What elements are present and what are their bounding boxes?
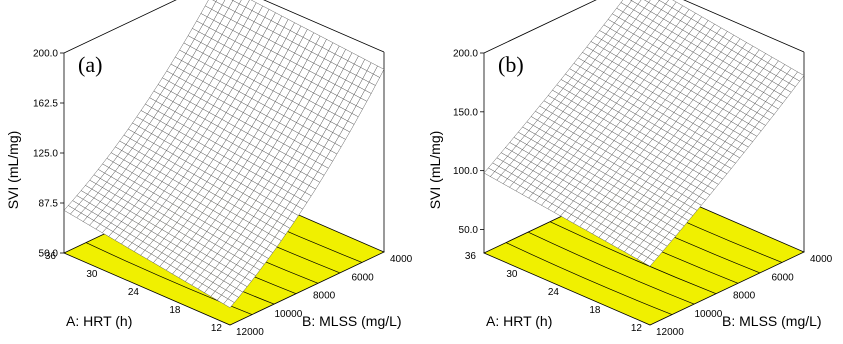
x-tick-label: 12 [211, 323, 223, 334]
z-tick-label: 150.0 [453, 107, 478, 118]
x-axis-title: A: HRT (h) [486, 313, 552, 329]
y-axis-title: B: MLSS (mg/L) [722, 313, 822, 329]
x-tick-label: 24 [548, 287, 560, 298]
panel-b: 50.0 100.0 150.0 200.0 12 18 24 30 36 4000 6000 800… [427, 0, 833, 338]
x-tick-label: 24 [128, 287, 140, 298]
z-tick-label: 125.0 [33, 149, 58, 160]
y-tick-label: 4000 [810, 254, 833, 265]
x-tick-label: 36 [45, 251, 57, 262]
z-tick-label: 162.5 [33, 99, 58, 110]
x-tick-label: 30 [506, 269, 518, 280]
y-tick-label: 6000 [772, 272, 795, 283]
y-tick-label: 10000 [695, 309, 723, 320]
z-tick-label: 50.0 [459, 225, 479, 236]
y-tick-label: 12000 [236, 327, 264, 338]
z-axis-title: SVI (mL/mg) [5, 131, 21, 210]
z-axis-title: SVI (mL/mg) [427, 131, 443, 210]
x-tick-label: 30 [86, 269, 98, 280]
x-axis-title: A: HRT (h) [66, 313, 132, 329]
y-tick-label: 6000 [352, 272, 375, 283]
panel-label: (a) [78, 52, 102, 77]
x-tick-label: 36 [465, 251, 477, 262]
response-surface [484, 0, 804, 266]
y-axis-title: B: MLSS (mg/L) [302, 313, 402, 329]
y-tick-label: 4000 [390, 254, 413, 265]
x-tick-label: 12 [631, 323, 643, 334]
x-tick-label: 18 [589, 305, 601, 316]
y-tick-label: 12000 [656, 327, 684, 338]
y-tick-label: 8000 [733, 291, 756, 302]
y-tick-label: 10000 [275, 309, 303, 320]
z-tick-label: 200.0 [453, 49, 478, 60]
z-tick-label: 87.5 [39, 199, 59, 210]
panel-label: (b) [498, 52, 524, 77]
z-tick-label: 100.0 [453, 166, 478, 177]
z-tick-label: 200.0 [33, 49, 58, 60]
y-tick-label: 8000 [313, 291, 336, 302]
x-tick-label: 18 [169, 305, 181, 316]
